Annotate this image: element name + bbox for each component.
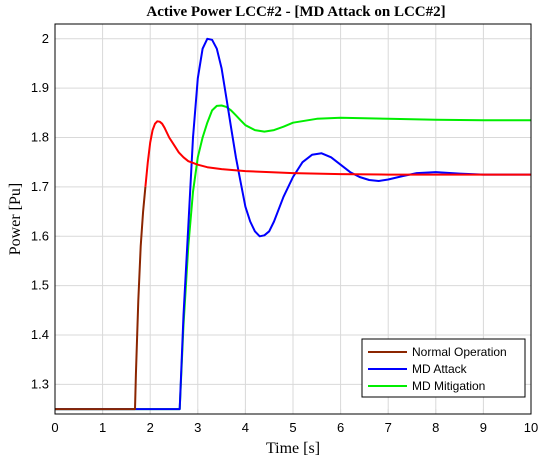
x-tick-label: 1	[99, 420, 106, 435]
legend-label-md-attack: MD Attack	[412, 362, 468, 376]
y-tick-label: 1.3	[31, 376, 49, 391]
y-axis-label: Power [Pu]	[7, 183, 24, 255]
series-md-mitigation	[55, 104, 531, 411]
y-tick-label: 1.7	[31, 179, 49, 194]
x-axis-label: Time [s]	[266, 440, 320, 457]
x-tick-label: 9	[480, 420, 487, 435]
x-tick-labels: 0 1 2 3 4 5 6 7 8 9 10	[51, 420, 538, 435]
y-tick-label: 2	[42, 31, 49, 46]
legend-label-normal-operation: Normal Operation	[412, 345, 507, 359]
plot-frame	[54, 23, 532, 415]
x-tick-label: 4	[242, 420, 249, 435]
y-tick-label: 1.9	[31, 80, 49, 95]
series-normal-operation-settling	[144, 120, 531, 187]
chart-title: Active Power LCC#2 - [MD Attack on LCC#2…	[146, 4, 445, 20]
x-tick-label: 2	[147, 420, 154, 435]
series-md-attack	[55, 37, 531, 411]
y-tick-label: 1.8	[31, 130, 49, 145]
y-tick-label: 1.5	[31, 278, 49, 293]
series-layer	[55, 37, 531, 411]
x-tick-label: 5	[289, 420, 296, 435]
x-tick-label: 8	[432, 420, 439, 435]
x-tick-label: 10	[524, 420, 538, 435]
series-normal-operation	[55, 186, 147, 411]
x-tick-label: 3	[194, 420, 201, 435]
legend: Normal Operation MD Attack MD Mitigation	[361, 338, 526, 398]
y-tick-labels: 1.3 1.4 1.5 1.6 1.7 1.8 1.9 2	[31, 31, 49, 392]
x-tick-label: 7	[385, 420, 392, 435]
x-tick-label: 0	[51, 420, 58, 435]
legend-label-md-mitigation: MD Mitigation	[412, 379, 485, 393]
x-tick-label: 6	[337, 420, 344, 435]
y-tick-label: 1.6	[31, 228, 49, 243]
y-tick-label: 1.4	[31, 327, 49, 342]
